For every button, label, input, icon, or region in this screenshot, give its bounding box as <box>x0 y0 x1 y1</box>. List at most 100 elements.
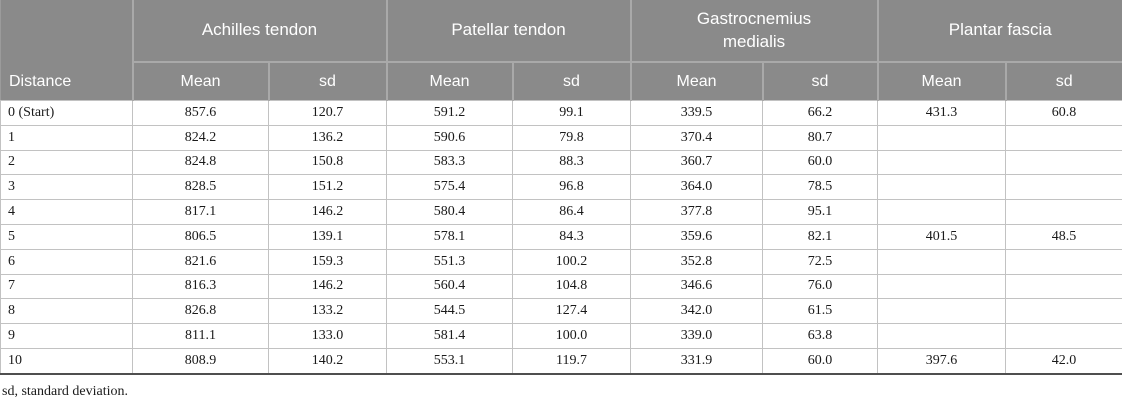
value-cell: 581.4 <box>386 323 513 349</box>
group-header-achilles-tendon: Achilles tendon <box>131 0 387 62</box>
value-cell: 76.0 <box>762 273 878 300</box>
distance-cell: 8 <box>0 298 133 325</box>
value-cell <box>877 149 1006 176</box>
table-row: 0 (Start) 857.6 120.7 591.2 99.1 339.5 66.2 431… <box>0 100 1122 126</box>
value-cell: 364.0 <box>630 174 763 201</box>
value-cell: 84.3 <box>512 223 631 250</box>
value-cell: 79.8 <box>512 124 631 151</box>
value-cell: 66.2 <box>762 100 878 126</box>
distance-cell: 10 <box>0 347 133 375</box>
value-cell: 339.5 <box>630 100 763 126</box>
value-cell: 60.0 <box>762 149 878 176</box>
value-cell: 150.8 <box>268 149 387 176</box>
table-row: 6 821.6 159.3 551.3 100.2 352.8 72.5 <box>0 248 1122 275</box>
group-header-label: Plantar fascia <box>948 20 1052 40</box>
distance-cell: 9 <box>0 323 133 349</box>
value-cell: 346.6 <box>630 273 763 300</box>
table-row: 2 824.8 150.8 583.3 88.3 360.7 60.0 <box>0 149 1122 176</box>
value-cell: 133.0 <box>268 323 387 349</box>
value-cell: 80.7 <box>762 124 878 151</box>
value-cell: 828.5 <box>132 174 269 201</box>
value-cell: 544.5 <box>386 298 513 325</box>
value-cell <box>1005 174 1122 201</box>
subheader-achilles-mean: Mean <box>131 61 269 101</box>
distance-cell: 3 <box>0 174 133 201</box>
value-cell: 401.5 <box>877 223 1006 250</box>
value-cell: 857.6 <box>132 100 269 126</box>
value-cell: 578.1 <box>386 223 513 250</box>
value-cell: 133.2 <box>268 298 387 325</box>
distance-cell: 0 (Start) <box>0 100 133 126</box>
value-cell: 140.2 <box>268 347 387 375</box>
value-cell: 136.2 <box>268 124 387 151</box>
value-cell <box>1005 248 1122 275</box>
value-cell <box>1005 149 1122 176</box>
table-body: 0 (Start) 857.6 120.7 591.2 99.1 339.5 66.2 43 1… <box>0 100 1122 375</box>
value-cell: 48.5 <box>1005 223 1122 250</box>
value-cell: 159.3 <box>268 248 387 275</box>
value-cell: 72.5 <box>762 248 878 275</box>
value-cell: 146.2 <box>268 199 387 225</box>
value-cell: 139.1 <box>268 223 387 250</box>
subheader-patellar-mean: Mean <box>385 61 513 101</box>
value-cell: 826.8 <box>132 298 269 325</box>
value-cell: 591.2 <box>386 100 513 126</box>
value-cell: 331.9 <box>630 347 763 375</box>
value-cell: 88.3 <box>512 149 631 176</box>
table-row: 4 817.1 146.2 580.4 86.4 377.8 95.1 <box>0 199 1122 225</box>
value-cell: 99.1 <box>512 100 631 126</box>
subheader-achilles-sd: sd <box>267 61 387 101</box>
distance-cell: 4 <box>0 199 133 225</box>
value-cell: 339.0 <box>630 323 763 349</box>
group-header-label: Patellar tendon <box>451 20 566 40</box>
table-row: 1 824.2 136.2 590.6 79.8 370.4 80.7 <box>0 124 1122 151</box>
subheader-plantar-mean: Mean <box>876 61 1006 101</box>
header-sub-row: Mean sd Mean sd Mean sd Mean sd <box>1 61 1122 101</box>
value-cell <box>1005 199 1122 225</box>
value-cell: 120.7 <box>268 100 387 126</box>
subheader-gastrocnemius-mean: Mean <box>629 61 763 101</box>
value-cell: 96.8 <box>512 174 631 201</box>
value-cell: 60.8 <box>1005 100 1122 126</box>
value-cell: 377.8 <box>630 199 763 225</box>
distance-column-header: Distance <box>0 0 133 101</box>
value-cell: 370.4 <box>630 124 763 151</box>
value-cell <box>1005 298 1122 325</box>
value-cell: 61.5 <box>762 298 878 325</box>
value-cell: 824.8 <box>132 149 269 176</box>
value-cell <box>877 273 1006 300</box>
value-cell <box>877 248 1006 275</box>
group-header-gastrocnemius-medialis: Gastrocnemius medialis <box>629 0 878 62</box>
value-cell <box>877 199 1006 225</box>
value-cell: 817.1 <box>132 199 269 225</box>
value-cell: 100.2 <box>512 248 631 275</box>
group-header-patellar-tendon: Patellar tendon <box>385 0 631 62</box>
value-cell: 583.3 <box>386 149 513 176</box>
table-row: 10 808.9 140.2 553.1 119.7 331.9 60.0 397.6 42.0 <box>0 347 1122 375</box>
value-cell: 86.4 <box>512 199 631 225</box>
value-cell: 78.5 <box>762 174 878 201</box>
value-cell: 397.6 <box>877 347 1006 375</box>
value-cell <box>1005 124 1122 151</box>
value-cell: 352.8 <box>630 248 763 275</box>
value-cell: 82.1 <box>762 223 878 250</box>
value-cell: 553.1 <box>386 347 513 375</box>
header-group-row: Distance Achilles tendon Patellar tendon… <box>0 0 1122 101</box>
value-cell: 808.9 <box>132 347 269 375</box>
value-cell: 560.4 <box>386 273 513 300</box>
table-row: 8 826.8 133.2 544.5 127.4 342.0 61.5 <box>0 298 1122 325</box>
group-header-plantar-fascia: Plantar fascia <box>876 0 1122 62</box>
value-cell: 551.3 <box>386 248 513 275</box>
group-header-label: Gastrocnemius medialis <box>696 9 812 51</box>
value-cell: 100.0 <box>512 323 631 349</box>
value-cell <box>1005 323 1122 349</box>
table-header: Distance Achilles tendon Patellar tendon… <box>0 0 1122 101</box>
subheader-patellar-sd: sd <box>511 61 631 101</box>
value-cell: 60.0 <box>762 347 878 375</box>
value-cell: 104.8 <box>512 273 631 300</box>
value-cell: 151.2 <box>268 174 387 201</box>
value-cell: 95.1 <box>762 199 878 225</box>
group-header-label: Achilles tendon <box>201 20 318 40</box>
distance-cell: 7 <box>0 273 133 300</box>
subheader-gastrocnemius-sd: sd <box>761 61 878 101</box>
